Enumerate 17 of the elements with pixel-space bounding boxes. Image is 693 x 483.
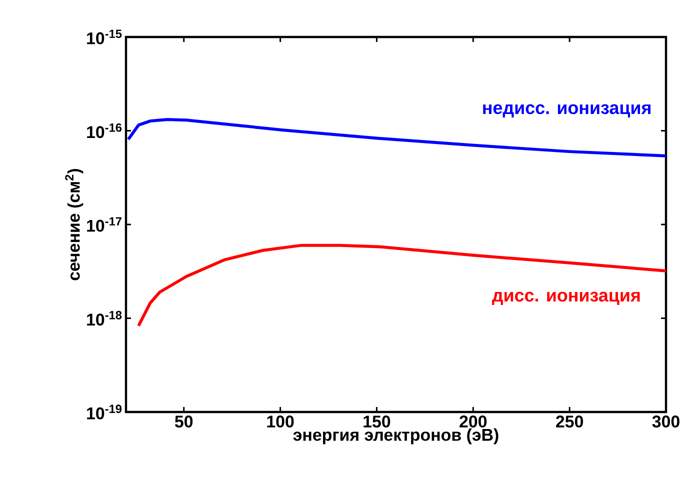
- line-series: [126, 118, 666, 158]
- x-axis-title: энергия электронов (эВ): [293, 428, 498, 444]
- x-tick-label: 300: [652, 416, 680, 428]
- x-tick-label: 150: [364, 416, 390, 428]
- y-tick-label: 10$^{-17}$: [87, 217, 122, 232]
- x-tick-label: 50: [174, 416, 193, 428]
- x-tick-label: 250: [556, 416, 583, 428]
- y-tick-label: 10$^{-19}$: [87, 404, 122, 420]
- y-tick-label: 10$^{-18}$: [87, 310, 122, 326]
- y-axis-title: сечение (см$^{2}$): [65, 168, 84, 280]
- series-label: дисс. ионизация: [492, 292, 640, 306]
- line-series: [137, 244, 666, 328]
- x-tick-label: 200: [460, 416, 487, 428]
- y-tick-label: 10$^{-15}$: [87, 30, 122, 44]
- series-label: недисс. ионизация: [483, 104, 650, 118]
- y-tick-label: 10$^{-16}$: [87, 123, 122, 138]
- x-tick-label: 100: [267, 416, 294, 428]
